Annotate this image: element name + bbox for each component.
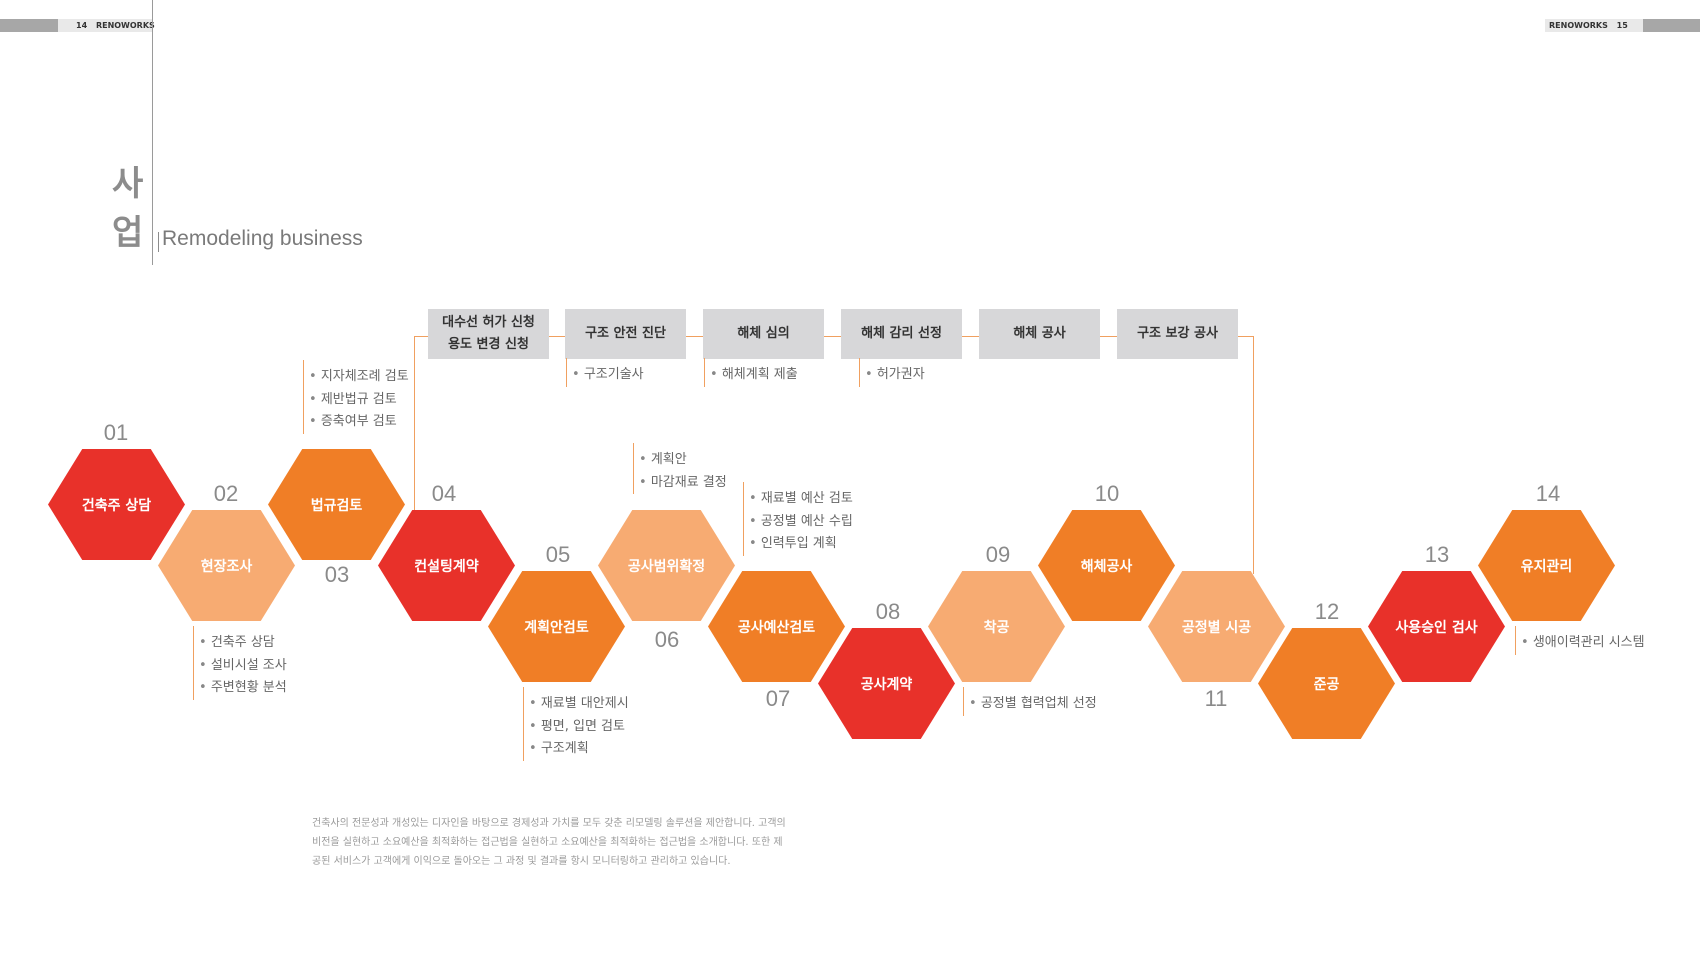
top-box-permit: 대수선 허가 신청 용도 변경 신청 — [428, 309, 549, 359]
left-brand: RENOWORKS — [95, 21, 155, 30]
top-box-reinforcement: 구조 보강 공사 — [1117, 309, 1238, 359]
step-04-number: 04 — [431, 481, 457, 506]
note-step-09: 공정별 협력업체 선정 — [963, 687, 1097, 716]
note-item: 생애이력관리 시스템 — [1521, 632, 1645, 655]
step-07-number: 07 — [765, 686, 791, 711]
right-brand: RENOWORKS — [1549, 21, 1608, 30]
header-left-label: 14 RENOWORKS — [58, 19, 155, 32]
step-03-hexagon: 법규검토 — [268, 449, 405, 560]
step-01-label: 건축주 상담 — [81, 497, 152, 514]
step-08-label: 공사계약 — [860, 676, 913, 693]
note-item: 공정별 협력업체 선정 — [969, 693, 1097, 716]
note-item: 공정별 예산 수립 — [749, 511, 853, 534]
left-page-number: 14 — [76, 21, 88, 30]
step-06-number: 06 — [654, 627, 680, 652]
title-english: Remodeling business — [162, 227, 363, 250]
step-05-hexagon: 계획안검토 — [488, 571, 625, 682]
top-box-permit-line1: 대수선 허가 신청 — [442, 315, 535, 330]
step-14-number: 14 — [1535, 481, 1561, 506]
note-item: 마감재료 결정 — [639, 472, 727, 495]
step-13-label: 사용승인 검사 — [1395, 619, 1478, 636]
connector-right-vertical — [1253, 336, 1254, 574]
step-02-hexagon: 현장조사 — [158, 510, 295, 621]
step-09-label: 착공 — [983, 619, 1010, 636]
header-bar-left — [0, 19, 58, 32]
note-step-14: 생애이력관리 시스템 — [1515, 626, 1645, 655]
note-item: 해체계획 제출 — [710, 364, 798, 387]
step-02-label: 현장조사 — [200, 558, 253, 575]
title-korean-2: 업 — [112, 213, 144, 253]
note-item: 구조계획 — [529, 738, 629, 761]
note-step-05: 재료별 대안제시 평면, 입면 검토 구조계획 — [523, 687, 629, 761]
step-09-number: 09 — [985, 542, 1011, 567]
note-item: 평면, 입면 검토 — [529, 716, 629, 739]
step-01-number: 01 — [103, 420, 129, 445]
note-item: 설비시설 조사 — [199, 655, 287, 678]
connector-top-horizontal — [414, 336, 1254, 337]
step-11-number: 11 — [1204, 686, 1228, 711]
step-03-number: 03 — [324, 562, 350, 587]
step-11-label: 공정별 시공 — [1181, 619, 1252, 636]
step-03-label: 법규검토 — [310, 497, 363, 514]
step-06-hexagon: 공사범위확정 — [598, 510, 735, 621]
note-structural-engineer: 구조기술사 — [566, 358, 644, 387]
step-13-hexagon: 사용승인 검사 — [1368, 571, 1505, 682]
step-14-label: 유지관리 — [1520, 558, 1573, 575]
step-12-label: 준공 — [1313, 676, 1340, 693]
step-12-number: 12 — [1314, 599, 1340, 624]
header-right-label: RENOWORKS 15 — [1545, 19, 1643, 32]
step-08-hexagon: 공사계약 — [818, 628, 955, 739]
step-11-hexagon: 공정별 시공 — [1148, 571, 1285, 682]
step-01-hexagon: 건축주 상담 — [48, 449, 185, 560]
top-box-demolition-supervision: 해체 감리 선정 — [841, 309, 962, 359]
note-permit-authority: 허가권자 — [859, 358, 925, 387]
step-12-hexagon: 준공 — [1258, 628, 1395, 739]
step-04-label: 컨설팅계약 — [414, 558, 479, 575]
top-box-demolition-review: 해체 심의 — [703, 309, 824, 359]
step-10-hexagon: 해체공사 — [1038, 510, 1175, 621]
top-box-structural-diagnosis: 구조 안전 진단 — [565, 309, 686, 359]
step-05-label: 계획안검토 — [524, 619, 589, 636]
note-item: 건축주 상담 — [199, 632, 287, 655]
note-item: 제반법규 검토 — [309, 389, 409, 412]
note-item: 구조기술사 — [572, 364, 644, 387]
note-step-07: 재료별 예산 검토 공정별 예산 수립 인력투입 계획 — [743, 482, 853, 556]
step-09-hexagon: 착공 — [928, 571, 1065, 682]
step-10-label: 해체공사 — [1080, 558, 1133, 575]
note-item: 허가권자 — [865, 364, 925, 387]
note-demolition-plan: 해체계획 제출 — [704, 358, 798, 387]
step-07-label: 공사예산검토 — [737, 619, 816, 636]
note-item: 재료별 대안제시 — [529, 693, 629, 716]
top-box-permit-line2: 용도 변경 신청 — [448, 337, 529, 352]
note-step-06: 계획안 마감재료 결정 — [633, 443, 727, 495]
title-korean-1: 사 — [112, 164, 144, 204]
step-08-number: 08 — [875, 599, 901, 624]
top-box-demolition-work: 해체 공사 — [979, 309, 1100, 359]
note-item: 주변현황 분석 — [199, 677, 287, 700]
description-text: 건축사의 전문성과 개성있는 디자인을 바탕으로 경제성과 가치를 모두 갖춘 … — [312, 818, 786, 867]
title-separator — [158, 232, 159, 252]
step-13-number: 13 — [1424, 542, 1450, 567]
step-02-number: 02 — [213, 481, 239, 506]
step-10-number: 10 — [1094, 481, 1120, 506]
note-item: 지자체조례 검토 — [309, 366, 409, 389]
step-06-label: 공사범위확정 — [627, 558, 706, 575]
note-item: 증축여부 검토 — [309, 411, 409, 434]
step-07-hexagon: 공사예산검토 — [708, 571, 845, 682]
note-item: 재료별 예산 검토 — [749, 488, 853, 511]
header-bar-right — [1643, 19, 1700, 32]
step-04-hexagon: 컨설팅계약 — [378, 510, 515, 621]
note-item: 계획안 — [639, 449, 727, 472]
note-item: 인력투입 계획 — [749, 533, 853, 556]
page-divider-line — [152, 0, 153, 265]
note-step-02: 건축주 상담 설비시설 조사 주변현황 분석 — [193, 626, 287, 700]
step-14-hexagon: 유지관리 — [1478, 510, 1615, 621]
right-page-number: 15 — [1616, 21, 1628, 30]
connector-left-vertical — [414, 336, 415, 516]
note-step-03: 지자체조례 검토 제반법규 검토 증축여부 검토 — [303, 360, 409, 434]
step-05-number: 05 — [545, 542, 571, 567]
